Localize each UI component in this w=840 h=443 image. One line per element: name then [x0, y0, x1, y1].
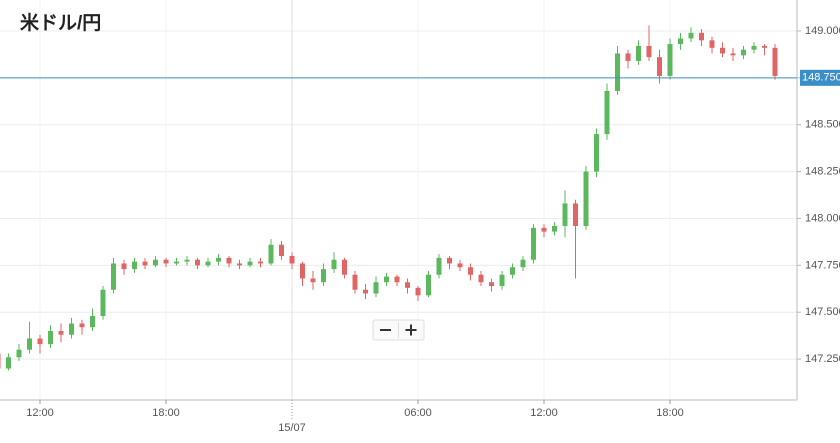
- candle-body: [394, 276, 400, 283]
- candle-body: [195, 259, 200, 266]
- candle-body: [79, 323, 85, 328]
- candle-body: [615, 53, 620, 91]
- candle-body: [258, 261, 263, 264]
- x-tick-label: 12:00: [530, 407, 558, 419]
- candle-body: [216, 257, 221, 262]
- zoom-controls: [372, 319, 425, 341]
- candle-body: [184, 259, 190, 262]
- candle-body: [6, 357, 11, 369]
- candle-body: [279, 244, 284, 256]
- candle-body: [772, 47, 778, 76]
- candle-body: [142, 261, 148, 266]
- candle-body: [688, 32, 694, 39]
- candle-body: [363, 289, 368, 294]
- last-price-box: [800, 69, 840, 86]
- candle-body: [58, 330, 64, 335]
- candle-body: [447, 257, 452, 264]
- candle-body: [27, 338, 32, 350]
- candle-body: [762, 45, 767, 48]
- candle-body: [699, 32, 704, 41]
- candle-body: [174, 261, 179, 264]
- candle-body: [625, 53, 631, 61]
- candle-body: [373, 282, 379, 294]
- candle-body: [751, 45, 757, 50]
- x-tick-label: 15/07: [278, 422, 306, 434]
- candle-body: [741, 49, 746, 56]
- candle-body: [468, 267, 473, 275]
- last-price-label: 148.750: [802, 72, 840, 84]
- y-tick-label: 147.500: [805, 306, 840, 318]
- candle-body: [520, 259, 526, 268]
- candle-body: [0, 353, 1, 369]
- candle-body: [121, 263, 127, 270]
- y-tick-label: 147.750: [805, 259, 840, 271]
- y-tick-label: 148.000: [805, 212, 840, 224]
- candle-body: [573, 203, 578, 226]
- candle-body: [583, 171, 589, 226]
- y-tick-label: 148.500: [805, 119, 840, 131]
- chart-title: 米ドル/円: [20, 11, 101, 34]
- candle-body: [730, 53, 736, 56]
- candle-body: [405, 282, 410, 288]
- candle-body: [111, 263, 116, 290]
- candle-body: [604, 90, 610, 135]
- candle-body: [657, 57, 662, 76]
- candle-body: [552, 225, 557, 232]
- candle-body: [48, 330, 53, 345]
- candle-body: [457, 263, 463, 268]
- candle-body: [37, 338, 43, 345]
- candle-body: [100, 289, 106, 316]
- candle-body: [594, 134, 599, 172]
- candle-body: [489, 282, 494, 286]
- candle-body: [90, 315, 95, 328]
- candle-body: [247, 261, 253, 266]
- candle-body: [636, 45, 641, 61]
- candle-body: [499, 274, 505, 286]
- candle-body: [132, 261, 137, 270]
- candle-body: [352, 274, 358, 290]
- candle-body: [237, 263, 242, 266]
- candle-body: [720, 47, 725, 54]
- candle-body: [709, 40, 715, 48]
- candle-body: [342, 259, 347, 275]
- candle-body: [541, 227, 547, 232]
- candle-body: [531, 227, 536, 260]
- candle-body: [289, 255, 295, 264]
- candle-body: [163, 259, 169, 264]
- candle-body: [478, 274, 484, 283]
- candle-body: [205, 261, 211, 266]
- candle-body: [426, 274, 431, 296]
- x-tick-label: 18:00: [152, 407, 180, 419]
- x-tick-label: 12:00: [26, 407, 54, 419]
- candle-body: [268, 244, 274, 264]
- candle-body: [321, 269, 326, 283]
- x-tick-label: 06:00: [404, 407, 432, 419]
- candle-body: [226, 257, 232, 264]
- candle-body: [436, 257, 442, 275]
- y-tick-label: 148.250: [805, 165, 840, 177]
- candle-body: [415, 287, 421, 296]
- candle-body: [69, 323, 74, 335]
- candle-body: [300, 263, 305, 279]
- candle-body: [678, 38, 683, 45]
- candle-body: [310, 278, 316, 283]
- x-tick-label: 18:00: [656, 407, 684, 419]
- candle-body: [16, 349, 22, 358]
- y-tick-label: 147.250: [805, 353, 840, 365]
- candle-body: [384, 276, 389, 283]
- candle-body: [510, 267, 515, 275]
- candle-body: [331, 259, 337, 270]
- y-tick-label: 149.000: [805, 25, 840, 37]
- candle-body: [562, 203, 568, 226]
- candle-body: [667, 44, 673, 76]
- candle-body: [646, 45, 652, 58]
- candle-body: [153, 259, 158, 266]
- candles: [0, 25, 778, 371]
